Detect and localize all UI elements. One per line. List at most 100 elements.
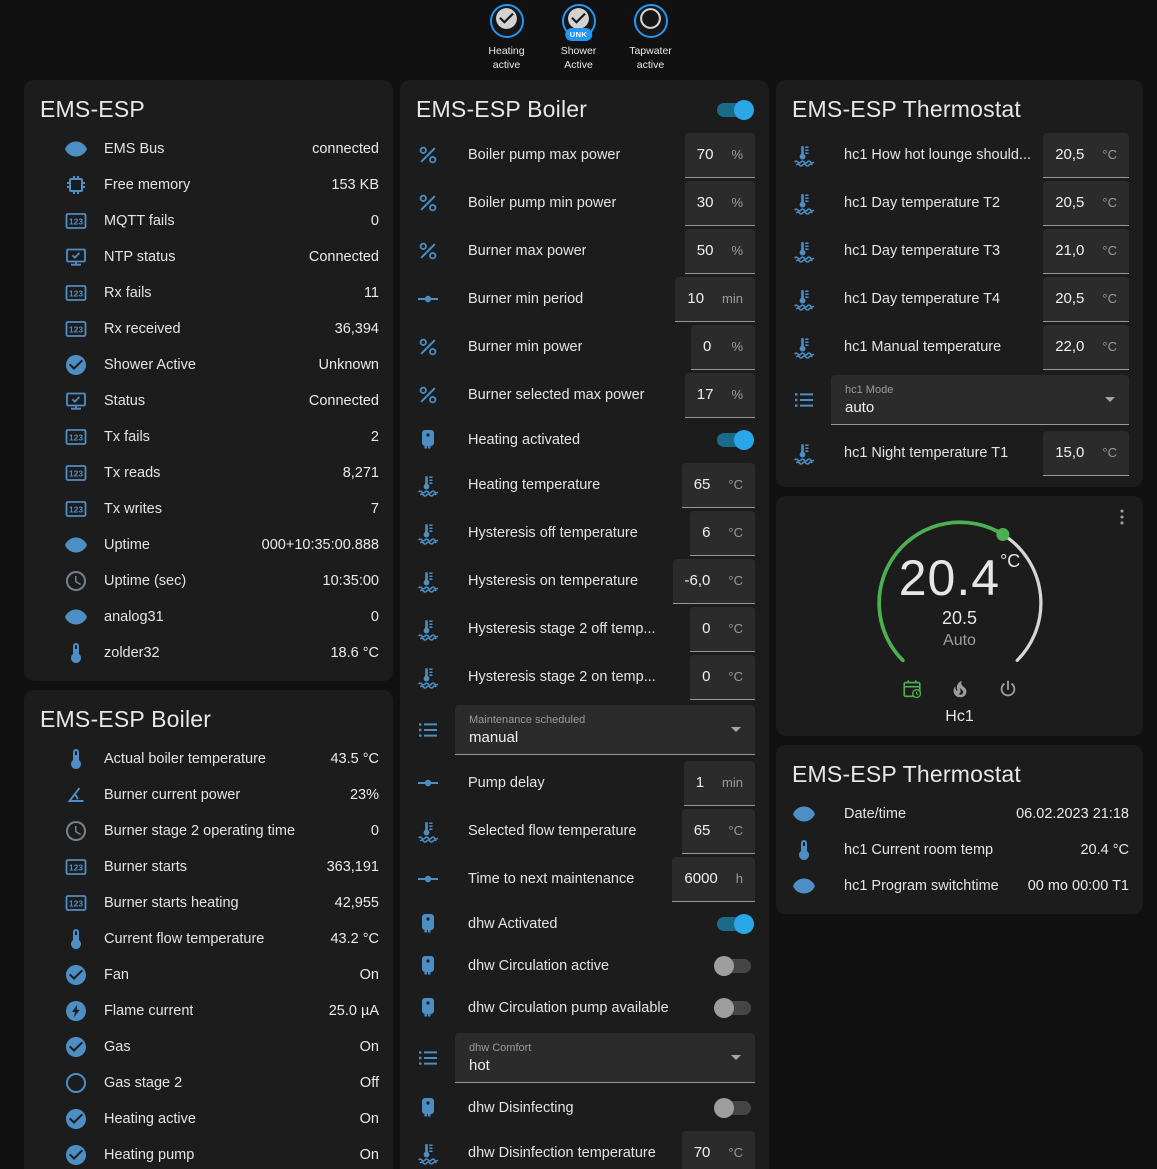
number-input[interactable]: 20,5 °C [1043,132,1129,178]
number-input[interactable]: 15,0 °C [1043,430,1129,476]
gauge-arc [876,520,1043,663]
sensor-row[interactable]: NTP status Connected [24,239,393,275]
sensor-row[interactable]: 123 Rx fails 11 [24,275,393,311]
number-input[interactable]: 6 °C [690,510,755,556]
sensor-row[interactable]: hc1 Current room temp 20.4 °C [776,832,1143,868]
entity-label: Status [104,393,146,409]
number-input[interactable]: 0 °C [690,606,755,652]
sensor-row[interactable]: 123 MQTT fails 0 [24,203,393,239]
toggle-switch[interactable] [717,99,754,120]
sensor-row[interactable]: Burner stage 2 operating time 0 [24,813,393,849]
number-input[interactable]: 20,5 °C [1043,180,1129,226]
number-value: 70 [693,1144,711,1161]
number-value: 6 [702,524,711,541]
ray-vertex-icon [416,287,440,311]
toggle-switch[interactable] [714,998,751,1018]
number-input[interactable]: 10 min [675,276,755,322]
number-input[interactable]: 6000 h [672,856,755,902]
card-title: EMS-ESP Boiler [40,706,212,732]
mode-buttons [776,678,1143,700]
number-row: hc1 Day temperature T4 20,5 °C [776,275,1143,323]
number-input[interactable]: 0% [691,324,755,370]
power-icon[interactable] [997,678,1019,700]
toggle-switch[interactable] [714,1098,751,1118]
sensor-row[interactable]: Flame current 25.0 µA [24,993,393,1029]
fire-icon[interactable] [949,678,971,700]
sensor-row[interactable]: Gas stage 2 Off [24,1065,393,1101]
sensor-row[interactable]: 123 Tx fails 2 [24,419,393,455]
sensor-row[interactable]: Date/time 06.02.2023 21:18 [776,796,1143,832]
select-input[interactable]: dhw Comfort hot [455,1033,755,1083]
number-input[interactable]: 65 °C [681,808,755,854]
glance-badge-circle[interactable] [489,4,524,38]
sensor-row[interactable]: 123 Burner starts 363,191 [24,849,393,885]
sensor-row[interactable]: 123 Burner starts heating 42,955 [24,885,393,921]
number-value: 6000 [684,870,718,887]
number-input[interactable]: 21,0 °C [1043,228,1129,274]
toggle-switch[interactable] [717,430,754,450]
glance-badge-circle[interactable]: UNK [561,4,596,41]
sensor-row[interactable]: Fan On [24,957,393,993]
number-input[interactable]: 1 min [683,760,755,806]
sensor-row[interactable]: Uptime 000+10:35:00.888 [24,527,393,563]
number-input[interactable]: 30% [684,180,755,226]
number-unit: min [722,291,743,306]
entity-label: Current flow temperature [104,931,265,947]
sensor-row[interactable]: 123 Rx received 36,394 [24,311,393,347]
entity-label: Burner max power [468,243,587,259]
water-boiler-icon [416,912,440,936]
circle-outline-icon [64,1071,88,1095]
number-row: Boiler pump min power 30% [400,179,769,227]
sensor-row[interactable]: 123 Tx reads 8,271 [24,455,393,491]
sensor-row[interactable]: zolder32 18.6 °C [24,635,393,671]
sensor-row[interactable]: Heating active On [24,1101,393,1137]
number-input[interactable]: 20,5 °C [1043,276,1129,322]
number-input[interactable]: 17% [684,372,755,418]
dots-vertical-icon[interactable] [1111,506,1133,528]
sensor-row[interactable]: Status Connected [24,383,393,419]
number-input[interactable]: 22,0 °C [1043,324,1129,370]
sensor-row[interactable]: Burner current power 23% [24,777,393,813]
sensor-row[interactable]: Gas On [24,1029,393,1065]
sensor-row[interactable]: EMS Bus connected [24,131,393,167]
number-input[interactable]: 70% [684,132,755,178]
card-header: EMS-ESP [24,80,393,131]
entity-label: Burner selected max power [468,387,645,403]
number-input[interactable]: 70 °C [681,1130,755,1169]
sensor-row[interactable]: Shower Active Unknown [24,347,393,383]
entity-value: 25.0 µA [328,1003,379,1019]
number-input[interactable]: -6,0 °C [672,558,755,604]
sensor-row[interactable]: Free memory 153 KB [24,167,393,203]
toggle-switch[interactable] [714,956,751,976]
thermostat-gauge[interactable]: 20.4°C 20.5 Auto [867,510,1053,674]
card-header: EMS-ESP Thermostat [776,745,1143,796]
number-input[interactable]: 65 °C [681,462,755,508]
entity-label: Date/time [844,806,907,822]
chevron-down-icon [731,727,741,732]
circle-outline-icon [638,6,663,36]
calendar-clock-icon[interactable] [901,678,923,700]
sensor-row[interactable]: Uptime (sec) 10:35:00 [24,563,393,599]
entity-value: 06.02.2023 21:18 [1016,806,1129,822]
chevron-down-icon [731,1055,741,1060]
glance-badge-circle[interactable] [633,4,668,38]
select-input[interactable]: hc1 Mode auto [831,375,1129,425]
number-value: 20,5 [1055,290,1085,307]
card-header: EMS-ESP Boiler [24,690,393,741]
number-input[interactable]: 0 °C [690,654,755,700]
select-input[interactable]: Maintenance scheduled manual [455,705,755,755]
counter-icon: 123 [64,855,88,879]
sensor-row[interactable]: hc1 Program switchtime 00 mo 00:00 T1 [776,868,1143,904]
sensor-row[interactable]: Current flow temperature 43.2 °C [24,921,393,957]
toggle-switch[interactable] [717,914,754,934]
entity-value: 10:35:00 [322,573,379,589]
sensor-row[interactable]: Heating pump On [24,1137,393,1169]
number-input[interactable]: 50% [684,228,755,274]
sensor-row[interactable]: analog31 0 [24,599,393,635]
sensor-row[interactable]: Actual boiler temperature 43.5 °C [24,741,393,777]
sensor-row[interactable]: 123 Tx writes 7 [24,491,393,527]
memory-icon [64,173,88,197]
number-unit: % [731,195,743,210]
entity-label: Heating activated [468,432,581,448]
entity-label: Rx fails [104,285,152,301]
